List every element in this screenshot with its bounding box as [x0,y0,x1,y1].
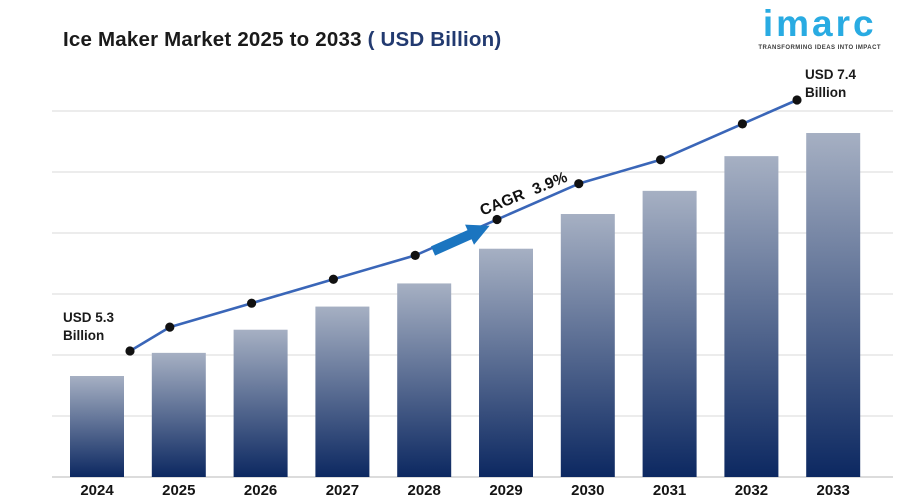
bar-2031 [642,190,697,477]
data-point-2026 [247,298,257,308]
chart-title-main: Ice Maker Market 2025 to 2033 [63,28,362,51]
x-axis-label-2029: 2029 [489,482,522,499]
x-axis-label-2031: 2031 [653,482,686,499]
x-axis-label-2024: 2024 [80,482,114,499]
imarc-logo-tagline: TRANSFORMING IDEAS INTO IMPACT [758,44,881,51]
data-point-2033 [792,95,802,105]
data-point-2029 [492,214,502,225]
x-axis-label-2030: 2030 [571,482,604,499]
bar-2028 [397,283,452,477]
imarc-logo: imarc TRANSFORMING IDEAS INTO IMPACT [758,3,881,51]
end-value-label: USD 7.4 Billion [805,66,856,102]
chart-title: Ice Maker Market 2025 to 2033 ( USD Bill… [63,28,501,52]
start-value-line1: USD 5.3 [63,310,115,325]
bar-2032 [724,156,779,477]
end-value-line1: USD 7.4 [805,67,857,82]
data-point-2028 [410,250,420,260]
x-axis-label-2026: 2026 [244,482,277,499]
data-point-2024 [125,346,135,356]
data-point-2025 [165,322,175,332]
bar-2029 [479,248,533,477]
bar-2025 [151,352,206,477]
x-axis-label-2027: 2027 [326,482,359,499]
start-value-label: USD 5.3 Billion [63,309,114,345]
chart-title-unit: ( USD Billion) [361,28,502,51]
data-point-2030 [574,179,584,189]
end-value-line2: Billion [805,85,847,100]
bar-2033 [806,133,861,477]
bar-2024 [70,376,124,477]
data-point-2027 [328,274,338,284]
bar-2027 [315,306,370,477]
data-point-2032 [737,119,748,129]
bar-2030 [560,214,615,477]
x-axis-label-2033: 2033 [817,482,850,499]
imarc-logo-wordmark: imarc [762,3,877,44]
x-axis-label-2025: 2025 [162,482,195,499]
x-axis-label-2032: 2032 [735,482,768,499]
start-value-line2: Billion [63,328,105,343]
data-point-2031 [656,155,666,165]
bar-2026 [233,329,288,477]
x-axis-label-2028: 2028 [408,482,441,499]
